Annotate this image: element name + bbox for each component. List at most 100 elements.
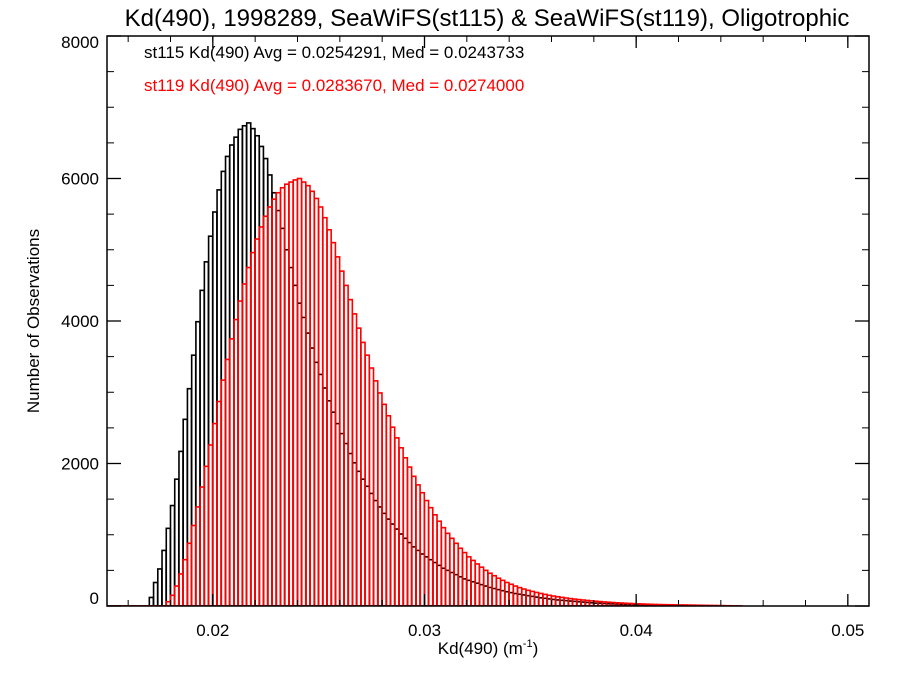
bar-st119-27 [220,379,227,606]
chart-title: Kd(490), 1998289, SeaWiFS(st115) & SeaWi… [125,5,850,32]
bar-st119-96 [512,585,519,606]
bar-st119-52 [326,229,332,606]
bar-st119-104 [546,594,553,606]
bar-st119-102 [537,592,544,606]
bar-st119-64 [377,392,383,606]
bar-st119-60 [360,341,366,606]
bar-st119-100 [529,590,536,606]
bar-st119-112 [580,599,586,606]
bar-st119-33 [245,266,252,606]
bar-st119-50 [317,206,324,606]
bar-st119-24 [207,444,214,606]
bar-st119-95 [508,583,515,606]
x-axis-label-main: Kd(490) (m [438,639,523,658]
bar-st119-90 [487,572,493,606]
x-axis-label-close: ) [533,639,539,658]
bar-st119-63 [372,380,379,606]
bar-st119-22 [199,486,205,606]
bar-st119-94 [504,581,510,606]
bar-st119-110 [571,598,578,606]
bar-st119-65 [381,403,388,606]
bar-st119-73 [415,484,421,606]
bar-st119-37 [262,215,269,606]
bar-st119-55 [339,270,345,606]
bar-st115-13 [161,549,167,606]
bar-st119-68 [394,437,400,606]
histogram-bars [107,122,743,606]
y-tick-label-4: 8000 [61,33,99,52]
bar-st119-29 [228,338,235,606]
bar-st119-86 [470,559,476,606]
bar-st119-28 [224,358,231,606]
bar-st119-25 [212,422,218,606]
bar-st119-51 [322,216,328,606]
series-st119 [107,177,743,606]
bar-st119-36 [258,226,265,606]
bar-st119-106 [554,595,561,606]
bar-st119-42 [283,183,290,606]
bar-st119-17 [178,573,184,606]
bar-st119-93 [499,579,506,606]
bar-st119-70 [402,456,409,606]
bar-st119-77 [432,513,438,606]
bar-st119-39 [271,198,277,606]
y-tick-label-1: 2000 [61,455,99,474]
bar-st119-38 [267,206,273,606]
y-tick-label-2: 4000 [61,312,99,331]
bar-st119-15 [169,594,176,606]
bar-st119-98 [521,588,527,606]
bar-st119-97 [516,586,523,606]
bar-st119-49 [313,197,320,606]
legend-st119: st119 Kd(490) Avg = 0.0283670, Med = 0.0… [144,76,524,95]
bar-st119-108 [563,597,570,606]
y-tick-label-3: 6000 [61,170,99,189]
bar-st119-23 [203,465,210,606]
bar-st119-41 [279,186,286,606]
bar-st119-79 [440,526,447,606]
bar-st119-71 [406,466,413,606]
bar-st119-18 [182,558,189,606]
bar-st119-88 [478,566,485,606]
bar-st119-75 [423,499,430,606]
y-axis-label: Number of Observations [24,229,43,413]
bar-st119-72 [410,475,417,606]
bar-st119-53 [330,241,337,606]
bar-st119-34 [250,251,256,606]
bar-st119-20 [190,524,197,606]
bar-st119-74 [419,491,426,606]
bar-st119-47 [305,184,311,606]
bar-st119-76 [427,506,434,606]
bar-st119-30 [233,318,239,606]
bar-st119-32 [241,283,248,606]
bar-st119-78 [436,520,443,606]
y-tick-label-0: 0 [90,589,99,608]
bar-st119-66 [385,414,392,606]
bar-st119-26 [216,400,222,606]
bar-st119-105 [550,595,557,606]
bar-st119-91 [491,574,498,606]
bar-st119-109 [567,597,574,606]
bar-st119-61 [364,354,371,606]
bar-st119-46 [300,181,307,606]
bar-st115-14 [165,527,172,606]
bar-st119-43 [288,181,294,606]
bar-st119-40 [275,191,282,606]
bar-st119-21 [195,506,201,606]
x-tick-label-3: 0.05 [831,621,864,640]
bar-st119-62 [368,367,375,606]
axis-ticks: 0.02 0.03 0.04 0.05 0 2000 4000 6000 8000 [61,33,869,640]
bar-st115-10 [148,596,155,606]
bar-st119-99 [525,589,531,606]
bar-st119-56 [343,284,349,606]
bar-st119-19 [186,542,193,606]
bar-st115-15 [169,504,176,606]
bar-st119-89 [482,569,489,606]
bar-st119-85 [466,556,472,606]
bar-st119-35 [254,238,260,606]
bar-st119-111 [576,598,582,606]
x-axis-label-superscript: -1 [523,638,533,650]
bar-st119-48 [309,190,316,606]
x-tick-label-1: 0.03 [408,621,441,640]
bar-st119-45 [296,177,303,606]
